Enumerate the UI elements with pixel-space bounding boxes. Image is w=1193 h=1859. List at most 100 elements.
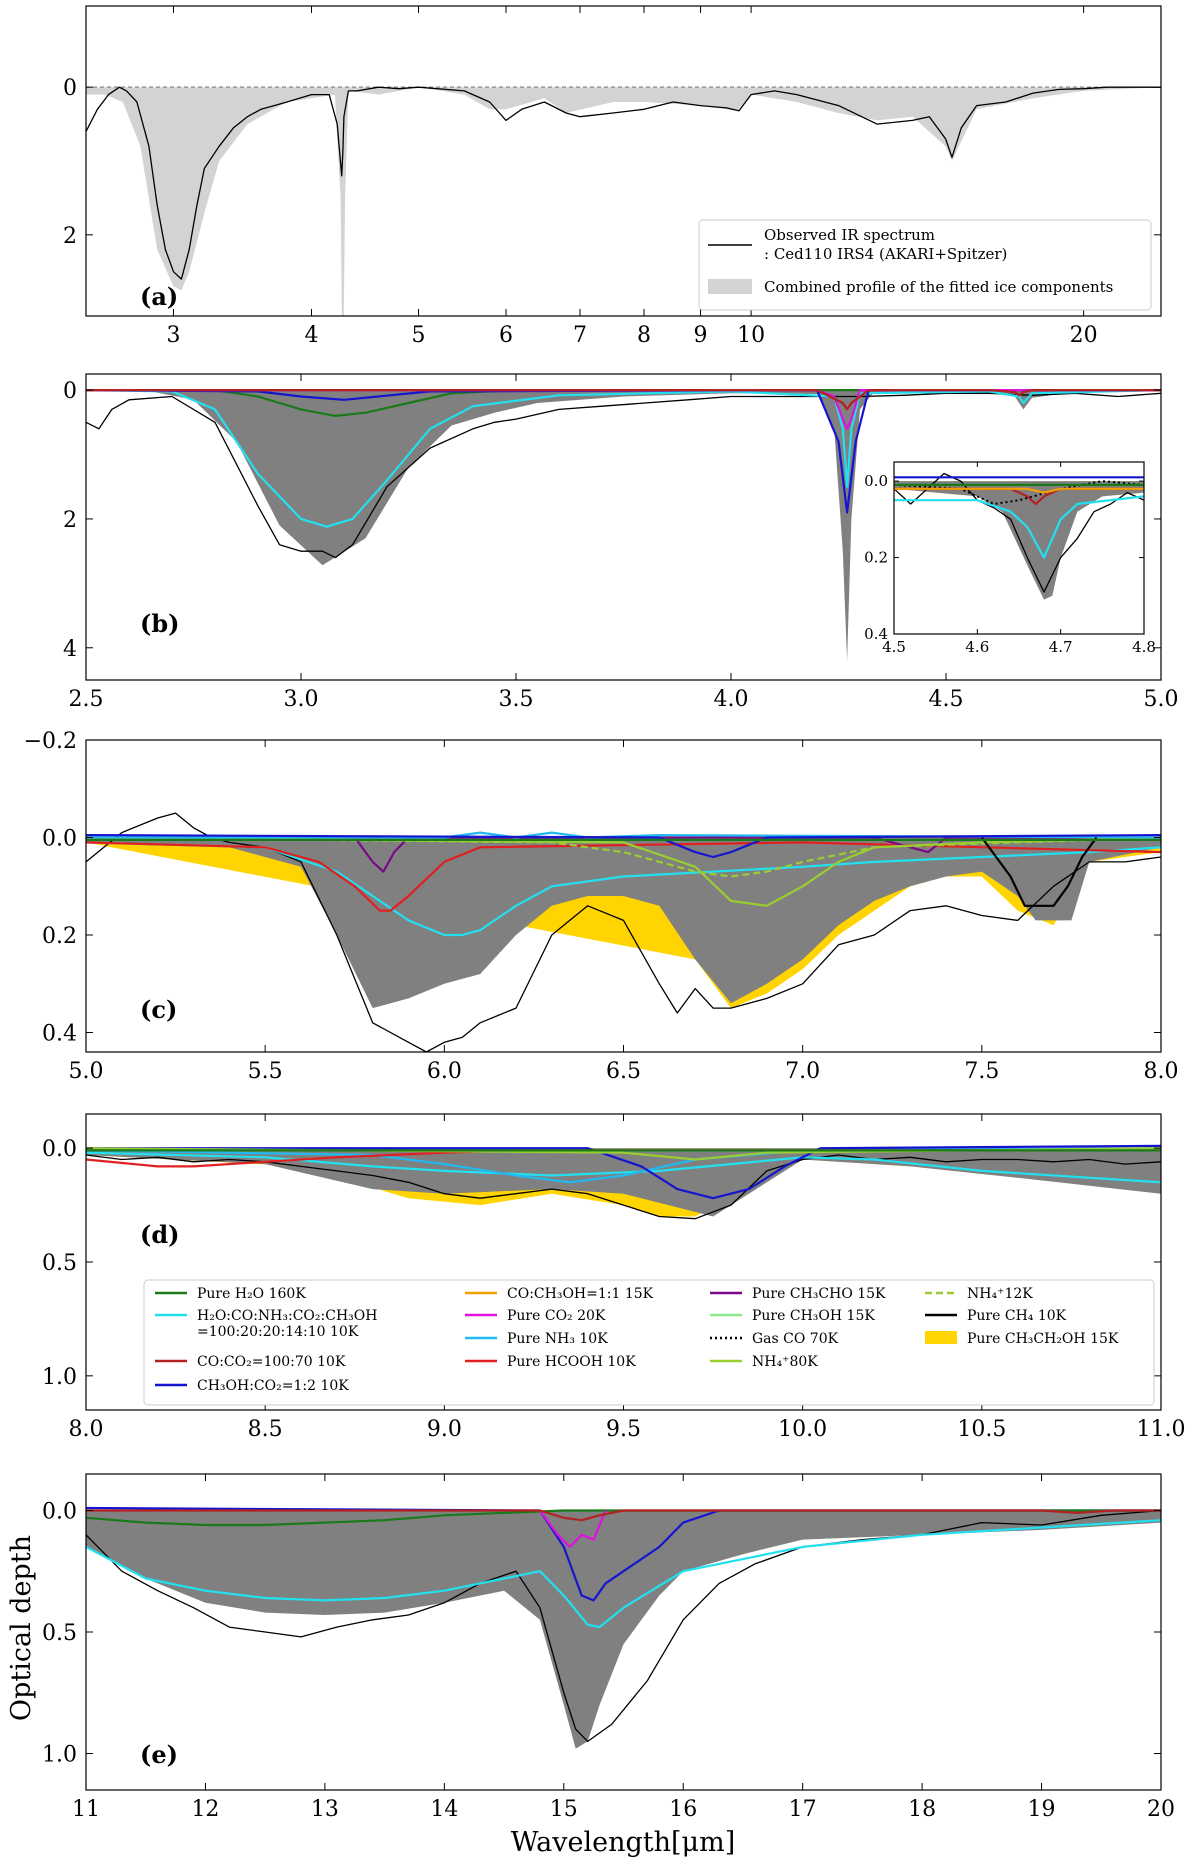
x-tick-label: 10.5 (957, 1417, 1006, 1442)
legend-label: Pure H₂O 160K (197, 1286, 306, 1302)
x-tick-label: 12 (191, 1797, 219, 1822)
x-tick-label: 6.0 (427, 1059, 462, 1084)
x-tick-label: 8.0 (1144, 1059, 1179, 1084)
series-gas-co-70k (894, 480, 1144, 505)
legend-label: NH₄⁺12K (967, 1286, 1033, 1302)
series-ch3oh-co2-1-2-10k (86, 834, 1161, 859)
y-tick-label: 0.0 (42, 1137, 77, 1162)
y-tick-label: −0.2 (24, 729, 77, 754)
series-combined-fit (894, 481, 1144, 600)
legend-label: CO:CO₂=100:70 10K (197, 1354, 346, 1370)
x-tick-label: 5.0 (69, 1059, 104, 1084)
legend-entry-co-co-100-70-10k: CO:CO₂=100:70 10K (155, 1354, 346, 1370)
y-tick-label: 0.2 (42, 924, 77, 949)
series-observed (86, 812, 1161, 1052)
plot-area-b-inset (894, 472, 1144, 600)
x-tick-label: 7.5 (964, 1059, 999, 1084)
legend-label: Gas CO 70K (752, 1331, 839, 1347)
x-tick-label: 6.5 (606, 1059, 641, 1084)
x-tick-label: 4.0 (714, 687, 749, 712)
y-tick-label: 0.5 (42, 1621, 77, 1646)
series-pure-ch4-10k (980, 836, 1098, 907)
x-tick-label: 14 (430, 1797, 458, 1822)
series-co-co2-100-70-10k (86, 389, 1161, 411)
panel-b: 2.5 3.0 3.5 4.0 4.5 5.0 0 2 4 (b) (63, 373, 1179, 712)
x-tick-label: 7 (573, 323, 587, 348)
legend-entry-pure-ch-ch-oh-15k: Pure CH₃CH₂OH 15K (925, 1331, 1119, 1347)
x-tick-label: 3.5 (499, 687, 534, 712)
axes-frame-a (85, 5, 1162, 317)
x-tick-label: 5.5 (248, 1059, 283, 1084)
series-co-co2-100-70-10k (86, 1509, 1161, 1522)
legend-entry-pure-hcooh-10k: Pure HCOOH 10K (465, 1354, 636, 1370)
series-h2o-co-nh3-co2-ch3oh (86, 389, 1161, 528)
y-tick-label: 0.0 (42, 1499, 77, 1524)
legend-label: Pure CO₂ 20K (507, 1308, 606, 1324)
x-tick-label: 20 (1147, 1797, 1175, 1822)
legend-label: Pure HCOOH 10K (507, 1354, 636, 1370)
y-tick-label: 0 (63, 379, 77, 404)
panel-d: 8.0 8.5 9.0 9.5 10.0 10.5 11.0 0.0 0.5 1.0 (d) (42, 1113, 1185, 1442)
series-ch3oh-co2-1-2-10k (86, 1144, 1161, 1200)
series-pure-hcooh-10k (86, 841, 1161, 912)
x-tick-label: 4.8 (1132, 638, 1156, 656)
y-tick-label: 0.4 (42, 1022, 77, 1047)
series-combined-fit (86, 1510, 1161, 1749)
legend-label-line2: =100:20:20:14:10 10K (197, 1324, 359, 1340)
x-tick-label: 15 (550, 1797, 578, 1822)
x-tick-label: 11 (72, 1797, 100, 1822)
legend-label: Pure CH₄ 10K (967, 1308, 1067, 1324)
y-tick-label: 0.0 (864, 472, 888, 490)
x-tick-label: 4.6 (965, 638, 989, 656)
panel-b-inset: 4.5 4.6 4.7 4.8 0.0 0.2 0.4 (864, 461, 1156, 656)
series-pure-h2o-160k (86, 1509, 1161, 1527)
x-tick-label: 9 (694, 323, 708, 348)
legend-a-combined-swatch (708, 279, 752, 294)
x-tick-label: 9.5 (606, 1417, 641, 1442)
x-tick-label: 8 (637, 323, 651, 348)
x-tick-label: 9.0 (427, 1417, 462, 1442)
y-tick-label: 0 (63, 76, 77, 101)
y-tick-label: 4 (63, 637, 77, 662)
x-tick-label: 18 (908, 1797, 936, 1822)
y-tick-label: 1.0 (42, 1365, 77, 1390)
x-tick-label: 5 (412, 323, 426, 348)
legend-entry-pure-ch-oh-15k: Pure CH₃OH 15K (710, 1308, 875, 1324)
legend-entry-pure-co-20k: Pure CO₂ 20K (465, 1308, 606, 1324)
plot-area-e (86, 1506, 1161, 1749)
legend-a: Observed IR spectrum : Ced110 IRS4 (AKAR… (698, 219, 1152, 311)
x-tick-label: 8.5 (248, 1417, 283, 1442)
x-tick-label: 4 (304, 323, 318, 348)
legend-swatch (925, 1331, 957, 1344)
series-co-ch3oh-1-1-15k (894, 487, 1144, 494)
series-pure-co2-20k (539, 1509, 607, 1548)
series-observed (86, 392, 1161, 559)
x-tick-label: 20 (1070, 323, 1098, 348)
x-tick-label: 10.0 (778, 1417, 827, 1442)
legend-label: Pure CH₃CH₂OH 15K (967, 1331, 1119, 1347)
legend-components: Pure H₂O 160K H₂O:CO:NH₃:CO₂:CH₃OH=100:20… (143, 1279, 1155, 1406)
legend-a-observed-label-2: : Ced110 IRS4 (AKARI+Spitzer) (764, 245, 1007, 263)
series-nh4-12k (86, 836, 1161, 878)
series-h2o-co-nh3-co2-ch3oh (894, 495, 1144, 559)
axes-frame-b-inset (893, 461, 1145, 635)
legend-label: H₂O:CO:NH₃:CO₂:CH₃OH (197, 1308, 377, 1324)
y-tick-label: 0.0 (42, 827, 77, 852)
legend-entry-nh-80k: NH₄⁺80K (710, 1354, 818, 1370)
x-tick-label: 7.0 (785, 1059, 820, 1084)
x-tick-label: 4.5 (929, 687, 964, 712)
x-tick-label: 10 (737, 323, 765, 348)
y-tick-label: 0.4 (864, 625, 888, 643)
panel-label-d: (d) (140, 1220, 180, 1249)
legend-entry-nh-12k: NH₄⁺12K (925, 1286, 1033, 1302)
x-tick-label: 8.0 (69, 1417, 104, 1442)
x-tick-label: 6 (499, 323, 513, 348)
legend-label: Pure NH₃ 10K (507, 1331, 608, 1347)
panel-c: 5.0 5.5 6.0 6.5 7.0 7.5 8.0 −0.2 0.0 0.2 0.4 (c) (24, 729, 1179, 1084)
panel-a: 3 4 5 6 7 8 9 10 20 0 2 (a) (63, 5, 1162, 348)
y-tick-label: 1.0 (42, 1743, 77, 1768)
legend-entry-pure-ch-10k: Pure CH₄ 10K (925, 1308, 1067, 1324)
legend-entry-pure-ch-cho-15k: Pure CH₃CHO 15K (710, 1286, 886, 1302)
y-axis-label: Optical depth (6, 1535, 37, 1721)
